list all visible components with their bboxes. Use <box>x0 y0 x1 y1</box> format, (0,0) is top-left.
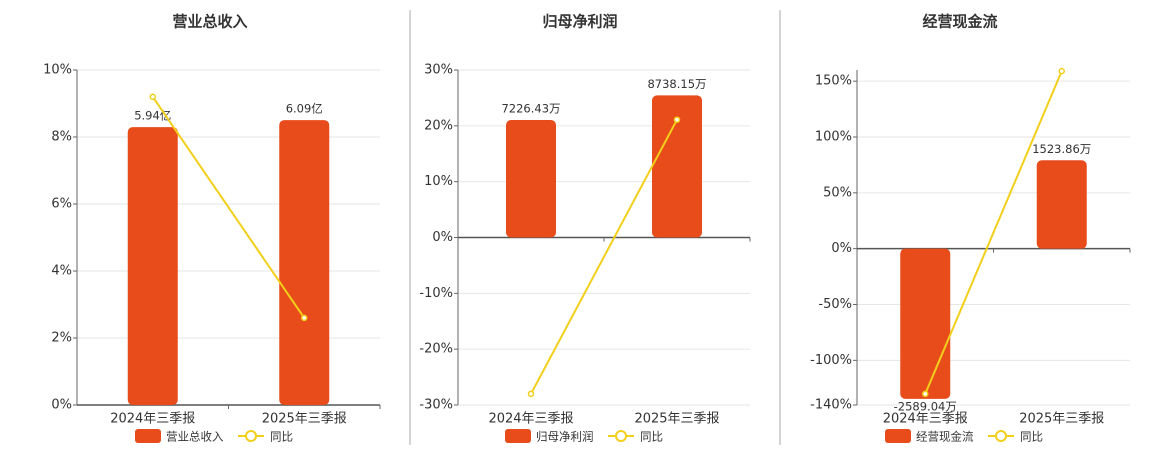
x-tick-label: 2025年三季报 <box>1019 412 1104 427</box>
bar <box>1036 160 1087 249</box>
bar <box>900 248 951 399</box>
legend-label: 同比 <box>640 430 663 444</box>
value-label: 6.09亿 <box>286 102 323 116</box>
legend-label: 同比 <box>270 430 293 444</box>
y-tick-label: 8% <box>51 130 72 145</box>
y-tick-label: 10% <box>43 63 72 78</box>
y-tick-label: 10% <box>424 174 453 189</box>
bar <box>652 95 702 238</box>
value-label: 8738.15万 <box>647 77 706 91</box>
legend-label: 营业总收入 <box>166 430 224 444</box>
y-tick-label: 2% <box>51 331 72 346</box>
line <box>151 96 306 319</box>
legend-label: 归母净利润 <box>536 430 594 444</box>
legend-label: 经营现金流 <box>916 430 974 444</box>
x-tick-label: 2024年三季报 <box>110 412 195 427</box>
legend-label: 同比 <box>1020 430 1043 444</box>
y-tick-label: 150% <box>815 74 852 89</box>
line <box>924 70 1063 395</box>
legend-marker <box>995 430 1007 442</box>
y-tick-label: 0% <box>831 241 852 256</box>
y-tick-label: 20% <box>424 118 453 133</box>
y-tick-label: 30% <box>424 63 453 78</box>
legend-marker <box>245 430 257 442</box>
y-tick-label: -50% <box>818 297 852 312</box>
legend-swatch <box>135 429 161 443</box>
point <box>922 390 929 398</box>
x-tick-label: 2025年三季报 <box>634 412 719 427</box>
legend-marker <box>615 430 627 442</box>
point <box>1058 67 1065 75</box>
y-tick-label: -100% <box>810 353 852 368</box>
value-label: 7226.43万 <box>501 101 560 115</box>
point <box>301 314 308 322</box>
line <box>530 119 678 395</box>
y-tick-label: 100% <box>815 130 852 145</box>
x-tick-label: 2024年三季报 <box>883 412 968 427</box>
y-tick-label: -30% <box>419 398 453 413</box>
y-tick-label: -10% <box>419 286 453 301</box>
legend-swatch <box>885 429 911 443</box>
x-tick-label: 2024年三季报 <box>488 412 573 427</box>
value-label: 1523.86万 <box>1032 142 1091 156</box>
y-tick-label: -140% <box>810 398 852 413</box>
bar <box>506 119 556 238</box>
y-tick-label: 0% <box>51 398 72 413</box>
point <box>527 390 535 398</box>
y-tick-label: 4% <box>51 264 72 279</box>
value-label: -2589.04万 <box>894 399 957 413</box>
point <box>673 116 681 123</box>
x-tick-label: 2025年三季报 <box>262 412 347 427</box>
chart-title: 归母净利润 <box>542 13 617 31</box>
legend-swatch <box>505 429 531 443</box>
y-tick-label: 6% <box>51 197 72 212</box>
point <box>149 93 156 101</box>
y-tick-label: 0% <box>432 230 453 245</box>
bar <box>127 127 178 406</box>
y-tick-label: -20% <box>419 342 453 357</box>
chart-title: 营业总收入 <box>172 13 247 31</box>
bar <box>279 120 330 405</box>
chart-title: 经营现金流 <box>922 13 997 31</box>
y-tick-label: 50% <box>823 185 852 200</box>
